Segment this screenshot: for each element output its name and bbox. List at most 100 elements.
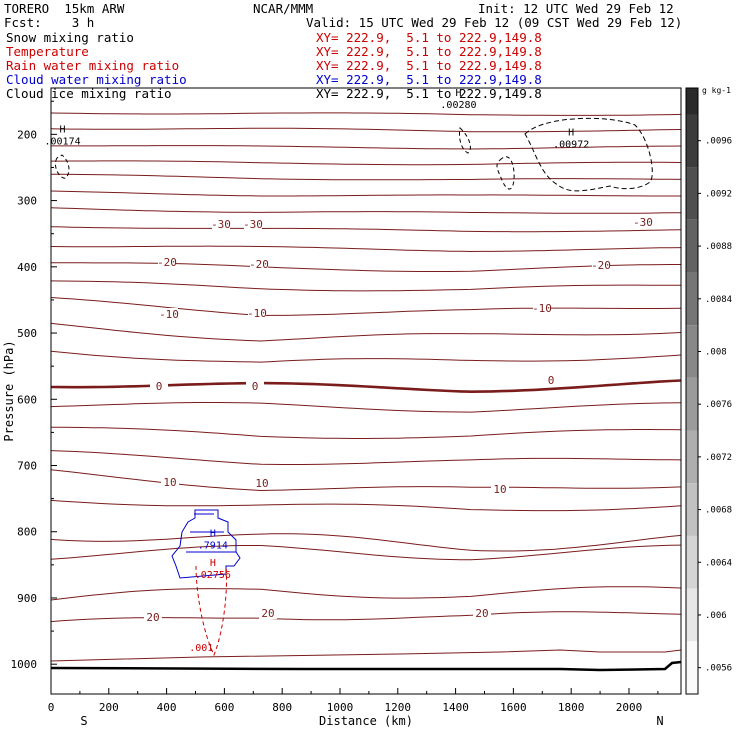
isotherm-line [50, 245, 682, 253]
colorbar-swatch [686, 88, 698, 117]
isotherm-label-bg [634, 216, 652, 228]
plot-frame [50, 87, 682, 695]
isotherm-line [50, 649, 682, 662]
y-axis-title: Pressure (hPa) [2, 340, 16, 441]
isotherm-label-bg [246, 380, 264, 392]
isotherm-label-bg [253, 477, 271, 489]
colorbar-swatch [686, 641, 698, 694]
colorbar-tick-label: .0072 [705, 453, 732, 463]
isotherm-label: -20 [591, 259, 611, 272]
cloud-ice-contour [54, 154, 70, 179]
isotherm-label: 0 [156, 380, 163, 393]
legend-temperature: Temperature [6, 44, 89, 59]
colorbar-tick-label: .0092 [705, 189, 732, 199]
colorbar-tick-label: .0088 [705, 242, 732, 252]
isotherm-label-bg [150, 380, 168, 392]
isotherm-label: 0 [548, 374, 555, 387]
colorbar-unit: g kg-1 [702, 86, 731, 95]
isotherm-label: 10 [255, 477, 268, 490]
colorbar-swatch [686, 272, 698, 326]
colorbar-swatch [686, 325, 698, 378]
colorbar-frame [685, 87, 699, 695]
colorbar: .0096 .0092 .0088 .0084 .008 .0076 .0072 .0068.… [685, 86, 732, 695]
isotherm-line [50, 297, 682, 317]
isotherm-label: -10 [532, 302, 552, 315]
cloud-water-contour [171, 509, 241, 579]
x-tick-label: 1200 [385, 701, 412, 714]
y-tick-label: 200 [17, 128, 37, 141]
isotherm-line [50, 350, 682, 363]
isotherm-line [50, 379, 682, 394]
x-tick-label: 1600 [500, 701, 527, 714]
isotherm-label-bg [248, 307, 266, 319]
isotherm-label: 0 [252, 380, 259, 393]
maximum-letter: H [60, 124, 66, 135]
y-tick-label: 300 [17, 195, 37, 208]
terrain-line [50, 660, 682, 672]
cloud-ice-contour [459, 127, 471, 154]
isotherm-line [50, 469, 682, 492]
isotherm-label-bg [491, 483, 509, 495]
isotherm-label-bg [542, 374, 560, 386]
x-axis-title: Distance (km) [319, 714, 413, 728]
x-tick-label: 1400 [442, 701, 469, 714]
legend-snow: Snow mixing ratio [6, 30, 134, 45]
y-tick-label: 400 [17, 261, 37, 274]
maximum-value: .001 [189, 643, 213, 654]
model-title: TORERO 15km ARW [4, 1, 125, 16]
colorbar-tick-label: .006 [705, 611, 727, 621]
isotherm-line [50, 226, 682, 233]
legend-temperature-xy: XY= 222.9, 5.1 to 222.9,149.8 [316, 44, 542, 59]
colorbar-tick-label: .0064 [705, 558, 732, 568]
y-tick-label: 500 [17, 327, 37, 340]
y-tick-label: 900 [17, 592, 37, 605]
y-tick-label: 600 [17, 393, 37, 406]
isotherm-line [50, 112, 682, 116]
legend-snow-xy: XY= 222.9, 5.1 to 222.9,149.8 [316, 30, 542, 45]
isotherm-label: 10 [163, 476, 176, 489]
isotherm-line [50, 207, 682, 214]
rain-water-contour [195, 565, 227, 657]
x-tick-label: 1800 [558, 701, 585, 714]
colorbar-tick-label: .008 [705, 347, 727, 357]
isotherm-label: -20 [249, 258, 269, 271]
isotherm-label: -10 [159, 308, 179, 321]
colorbar-swatch [686, 483, 698, 536]
isotherm-label: -30 [211, 218, 231, 231]
contour-label-layer: -30 -30 -30 -20 -20 -20 -10 -10 -10 0 0 0 10 10 10 20 20… [44, 88, 652, 654]
isotherm-label: -30 [633, 216, 653, 229]
maximum-value: .00174 [44, 136, 80, 147]
maximum-letter: H [455, 88, 461, 99]
cloud-ice-contour [524, 117, 653, 192]
maximum-letter: H [210, 558, 216, 569]
isotherm-label-bg [160, 308, 178, 320]
isotherm-line [51, 145, 682, 150]
legend-rain-xy: XY= 222.9, 5.1 to 222.9,149.8 [316, 58, 542, 73]
colorbar-tick-label: .0068 [705, 506, 732, 516]
maximum-value: .7914 [198, 540, 228, 551]
isotherm-label-bg [161, 476, 179, 488]
isotherm-line [50, 533, 682, 552]
cloud-water-contour [186, 513, 236, 553]
colorbar-tick-label: .0056 [705, 664, 732, 674]
maximum-value: .00972 [553, 140, 589, 151]
maximum-letter: H [568, 128, 574, 139]
isotherm-label: -20 [157, 256, 177, 269]
isotherm-label-bg [244, 218, 262, 230]
valid-time: Valid: 15 UTC Wed 29 Feb 12 (09 CST Wed … [306, 15, 683, 30]
isotherm-label-bg [144, 611, 162, 623]
maximum-letter: H [210, 528, 216, 539]
y-tick-label: 800 [17, 526, 37, 539]
isotherm-line [51, 262, 681, 272]
isotherm-label-bg [158, 256, 176, 268]
isotherm-label-bg [250, 258, 268, 270]
isotherm-label-bg [473, 607, 491, 619]
isotherm-line [50, 322, 682, 342]
isotherm-label: 20 [475, 607, 488, 620]
colorbar-tick-label: .0096 [705, 137, 732, 147]
isotherm-line [51, 426, 682, 439]
init-time: Init: 12 UTC Wed 29 Feb 12 [478, 1, 674, 16]
legend-cloud-ice: Cloud ice mixing ratio [6, 86, 172, 101]
